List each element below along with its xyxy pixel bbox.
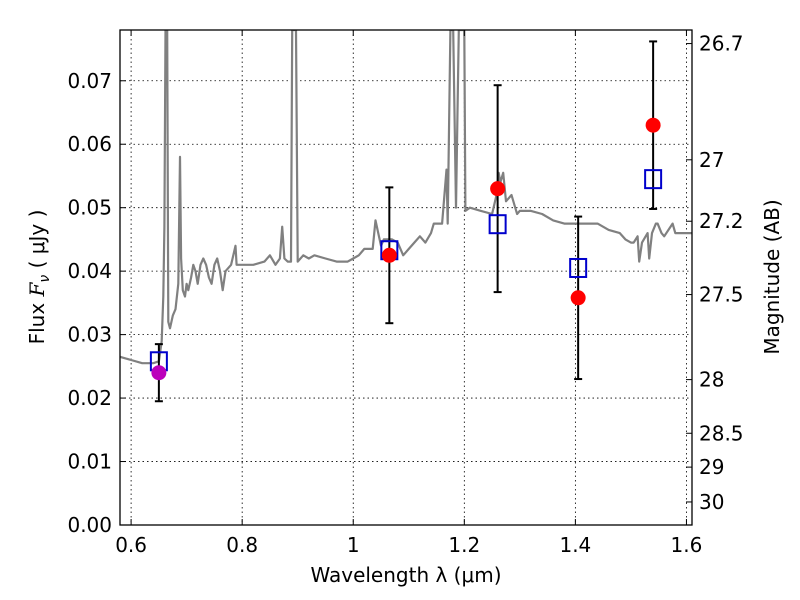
y2-tick-label: 29 bbox=[699, 455, 724, 479]
grid bbox=[120, 30, 692, 526]
plot-frame bbox=[119, 29, 693, 526]
y-axis-title: Flux Fν ( μJy ) bbox=[25, 210, 53, 345]
y2-tick-labels: 26.7 27 27.2 27.5 28 28.5 29 30 bbox=[699, 32, 744, 514]
observed-flux-point bbox=[645, 117, 661, 133]
y2-tick-label: 27 bbox=[699, 148, 724, 172]
x-tick-label: 1.6 bbox=[671, 533, 703, 557]
x-tick-label: 1.2 bbox=[448, 533, 480, 557]
y2-tick-label: 28 bbox=[699, 368, 724, 392]
x-tick-label: 1.4 bbox=[559, 533, 591, 557]
y-tick-label: 0.03 bbox=[67, 323, 112, 347]
y-tick-label: 0.00 bbox=[67, 513, 112, 537]
x-tick-labels: 0.6 0.8 1 1.2 1.4 1.6 bbox=[115, 533, 702, 557]
model-photometry-point bbox=[644, 169, 663, 190]
marker-layer bbox=[149, 117, 663, 381]
model-photometry-point bbox=[569, 257, 588, 278]
x-axis-title: Wavelength λ (μm) bbox=[310, 563, 501, 587]
model-photometry-point bbox=[488, 214, 507, 235]
errorbar-layer bbox=[154, 40, 658, 403]
y-tick-label: 0.02 bbox=[67, 386, 112, 410]
y-tick-label: 0.06 bbox=[67, 132, 112, 156]
observed-flux-point bbox=[490, 181, 506, 197]
x-tick-label: 1 bbox=[347, 533, 360, 557]
x-tick-label: 0.6 bbox=[115, 533, 147, 557]
y-tick-label: 0.04 bbox=[67, 259, 112, 283]
y-axis-title-subscript: ν bbox=[37, 275, 53, 283]
y-tick-label: 0.07 bbox=[67, 69, 112, 93]
y-tick-labels: 0.00 0.01 0.02 0.03 0.04 0.05 0.06 0.07 bbox=[67, 69, 112, 537]
observed-flux-point bbox=[151, 365, 167, 381]
y2-tick-label: 26.7 bbox=[699, 32, 744, 56]
observed-flux-point bbox=[570, 290, 586, 306]
observed-flux-point bbox=[381, 247, 397, 263]
y-axis-title-suffix: ( μJy ) bbox=[25, 210, 49, 275]
y2-tick-label: 30 bbox=[699, 490, 724, 514]
spectrum-line bbox=[120, 30, 692, 365]
y-axis-title-prefix: Flux bbox=[25, 296, 49, 344]
y2-axis-title: Magnitude (AB) bbox=[760, 199, 784, 354]
y2-tick-label: 27.2 bbox=[699, 209, 744, 233]
y2-tick-label: 28.5 bbox=[699, 421, 744, 445]
x-tick-label: 0.8 bbox=[226, 533, 258, 557]
y-tick-label: 0.01 bbox=[67, 450, 112, 474]
spectrum-layer bbox=[120, 30, 692, 365]
y-tick-label: 0.05 bbox=[67, 196, 112, 220]
y-axis-title-symbol: F bbox=[25, 281, 49, 297]
y2-tick-label: 27.5 bbox=[699, 283, 744, 307]
tick-marks bbox=[120, 30, 692, 526]
